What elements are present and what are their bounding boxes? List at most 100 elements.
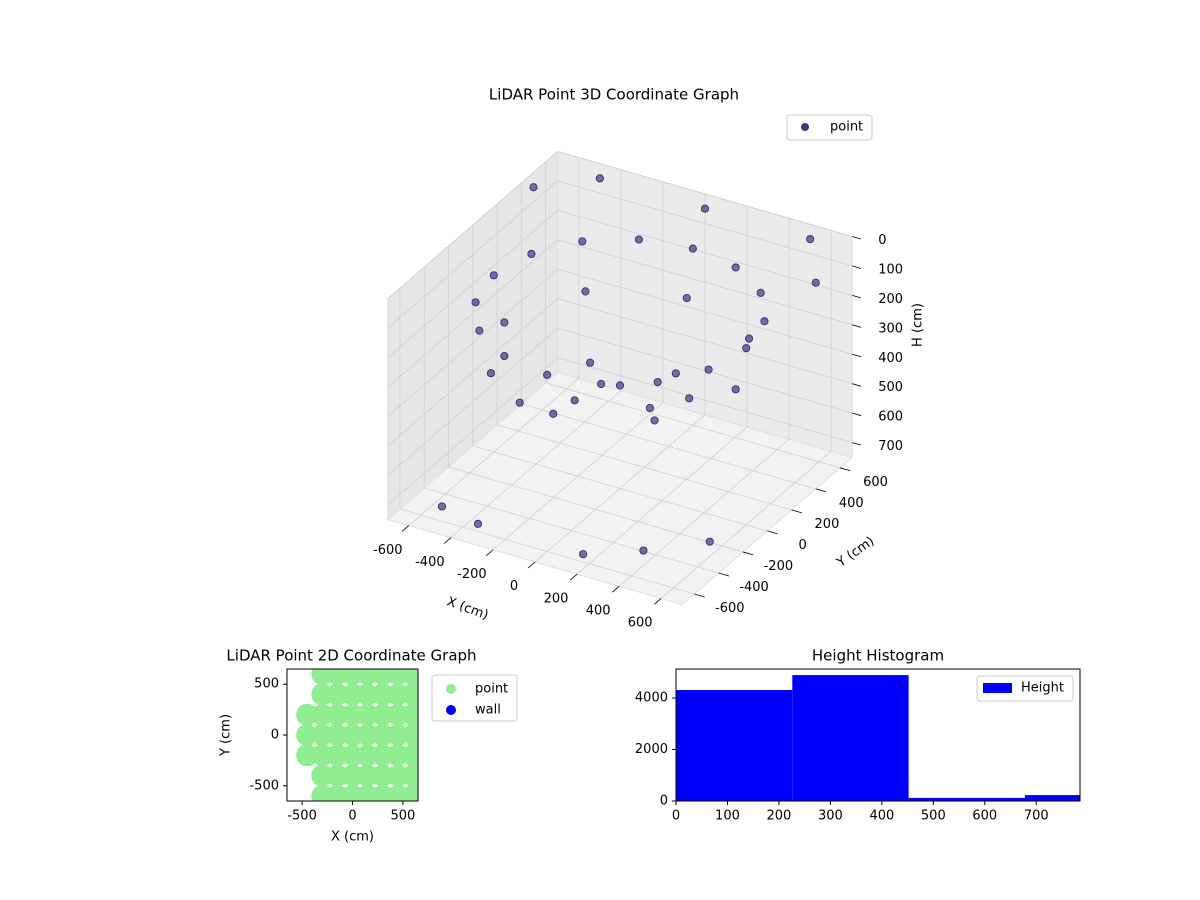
legend-frame bbox=[431, 674, 518, 722]
point bbox=[595, 174, 604, 183]
axes-frame bbox=[675, 668, 1081, 802]
point bbox=[296, 724, 319, 746]
grid-line bbox=[557, 357, 853, 443]
y-tick-label: 600 bbox=[863, 475, 888, 490]
x-tick-label: 400 bbox=[586, 604, 611, 619]
legend-frame bbox=[976, 675, 1074, 702]
grid-line bbox=[387, 357, 559, 506]
y-tick-label: 0 bbox=[271, 728, 279, 743]
point bbox=[326, 703, 349, 726]
z-tick-label: 0 bbox=[878, 233, 886, 248]
plot-points bbox=[296, 669, 418, 801]
point bbox=[578, 237, 587, 246]
y-tick-label: 400 bbox=[839, 496, 864, 511]
point bbox=[371, 683, 394, 706]
tick-mark bbox=[694, 593, 705, 598]
point bbox=[471, 298, 480, 307]
grid-line bbox=[496, 424, 792, 511]
point bbox=[731, 263, 740, 272]
point bbox=[671, 369, 680, 378]
point bbox=[585, 358, 595, 367]
tick-mark bbox=[654, 598, 662, 605]
point bbox=[386, 683, 409, 706]
point bbox=[341, 744, 364, 767]
grid-line bbox=[424, 487, 719, 574]
point bbox=[744, 334, 754, 343]
point bbox=[500, 318, 509, 327]
y-tick-label: 200 bbox=[815, 517, 840, 532]
grid-line bbox=[387, 210, 559, 358]
grid-line bbox=[399, 508, 695, 595]
point bbox=[326, 683, 349, 706]
x-tick-label: 600 bbox=[972, 809, 997, 824]
grid-line bbox=[448, 466, 744, 553]
bar bbox=[1024, 795, 1080, 801]
point bbox=[704, 365, 713, 374]
point bbox=[356, 764, 379, 787]
point bbox=[311, 703, 334, 726]
x-tick-label: 200 bbox=[767, 809, 792, 824]
y-axis-label: Y (cm) bbox=[833, 534, 877, 571]
point bbox=[811, 278, 820, 287]
tick-mark bbox=[852, 324, 862, 328]
point bbox=[615, 381, 625, 390]
point bbox=[489, 271, 498, 280]
grid-line bbox=[557, 209, 853, 296]
legend-marker bbox=[446, 705, 456, 715]
point bbox=[326, 724, 349, 746]
point bbox=[326, 744, 349, 767]
point bbox=[437, 502, 447, 511]
x-tick-label: -200 bbox=[457, 567, 487, 582]
point bbox=[529, 183, 538, 192]
x-tick-label: 600 bbox=[628, 616, 653, 631]
point bbox=[756, 288, 765, 298]
point bbox=[549, 409, 558, 418]
y-tick-label: -200 bbox=[764, 559, 794, 574]
grid-line bbox=[387, 298, 559, 447]
grid-line bbox=[387, 327, 559, 476]
grid-line bbox=[521, 403, 816, 490]
y-tick-label: -600 bbox=[715, 601, 745, 616]
bar bbox=[676, 690, 793, 801]
point bbox=[371, 703, 394, 726]
x-tick-label: 100 bbox=[715, 809, 740, 824]
grid-line bbox=[557, 180, 853, 267]
x-tick-label: 0 bbox=[672, 809, 680, 824]
point bbox=[700, 204, 710, 213]
legend-marker bbox=[446, 684, 456, 694]
z-tick-label: 700 bbox=[878, 439, 903, 454]
tick-mark bbox=[527, 561, 536, 569]
point bbox=[386, 744, 409, 767]
grid-line bbox=[387, 239, 559, 388]
point bbox=[570, 396, 579, 405]
point bbox=[341, 764, 364, 787]
legend-label: wall bbox=[475, 703, 501, 718]
point bbox=[581, 287, 590, 296]
chart-title: LiDAR Point 2D Coordinate Graph bbox=[226, 647, 476, 665]
x-tick-label: -600 bbox=[373, 543, 403, 558]
grid-line bbox=[557, 239, 853, 326]
legend-label: point bbox=[475, 682, 508, 697]
y-tick-label: 0 bbox=[799, 538, 807, 553]
point bbox=[401, 744, 418, 767]
grid-line bbox=[387, 180, 559, 329]
point bbox=[296, 703, 319, 726]
point bbox=[597, 379, 606, 389]
point bbox=[760, 317, 769, 326]
point bbox=[685, 394, 694, 403]
x-tick-label: 700 bbox=[1024, 809, 1049, 824]
x-tick-label: 500 bbox=[921, 809, 946, 824]
point bbox=[356, 683, 379, 706]
point bbox=[341, 724, 364, 746]
grid-line bbox=[387, 268, 559, 417]
point bbox=[386, 764, 409, 787]
point bbox=[645, 403, 655, 413]
tick-mark bbox=[839, 467, 851, 472]
tick-mark bbox=[443, 537, 452, 544]
point bbox=[401, 784, 418, 801]
y-tick-label: 0 bbox=[660, 794, 668, 809]
point bbox=[341, 683, 364, 706]
point bbox=[486, 369, 496, 378]
x-tick-label: 0 bbox=[510, 579, 518, 594]
